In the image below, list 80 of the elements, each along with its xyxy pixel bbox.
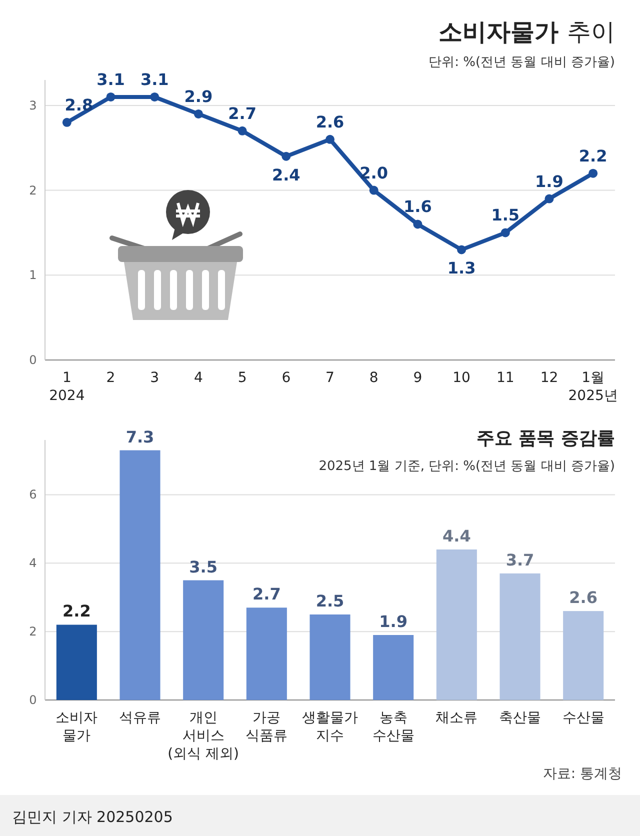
data-label: 2.5 bbox=[316, 591, 344, 610]
x-tick-label: 11 bbox=[496, 370, 514, 386]
x-tick-label: 5 bbox=[238, 370, 247, 386]
bar bbox=[436, 549, 477, 700]
data-label: 1.9 bbox=[379, 612, 408, 631]
data-label: 2.2 bbox=[62, 602, 91, 621]
data-label: 3.1 bbox=[140, 70, 169, 89]
data-label: 2.8 bbox=[64, 95, 94, 114]
y-tick-label: 3 bbox=[29, 98, 37, 112]
x-tick-label: 12 bbox=[540, 370, 558, 386]
x-tick-label: 1월 2025년 bbox=[568, 370, 618, 404]
chart-subtitle: 단위: %(전년 동월 대비 증가율) bbox=[428, 55, 615, 70]
x-tick-label: 6 bbox=[282, 370, 291, 386]
data-label: 7.3 bbox=[126, 427, 154, 446]
data-label: 2.4 bbox=[272, 165, 300, 184]
data-label: 1.6 bbox=[404, 197, 432, 216]
point bbox=[150, 92, 160, 102]
text: 자료: 통계청 bbox=[542, 766, 622, 782]
x-tick-label: 소비자 물가 bbox=[56, 710, 98, 744]
y-tick-label: 2 bbox=[29, 183, 37, 198]
y-tick-label: 1 bbox=[29, 268, 37, 282]
point bbox=[238, 126, 247, 136]
point bbox=[500, 228, 510, 238]
data-label: 2.9 bbox=[184, 86, 213, 106]
x-tick-label: 채소류 bbox=[436, 710, 478, 726]
point bbox=[326, 134, 334, 144]
x-tick-label: 1 2024 bbox=[49, 370, 85, 404]
bar bbox=[56, 624, 97, 700]
data-label: 2.6 bbox=[569, 588, 598, 608]
x-tick-label: 개인 서비스 (외식 제외) bbox=[168, 710, 240, 762]
data-label: 3.7 bbox=[506, 550, 534, 570]
point bbox=[62, 118, 72, 127]
x-tick-label: 10 bbox=[452, 370, 470, 386]
y-tick-label: 4 bbox=[29, 556, 37, 570]
data-label: 4.4 bbox=[442, 526, 471, 546]
x-tick-label: 수산물 bbox=[562, 710, 604, 726]
point bbox=[106, 92, 116, 102]
data-label: 2.2 bbox=[578, 146, 608, 166]
point bbox=[413, 220, 422, 229]
x-tick-label: 4 bbox=[194, 370, 203, 386]
point bbox=[544, 194, 554, 204]
data-label: 2.7 bbox=[252, 584, 281, 604]
y-tick-label: 6 bbox=[29, 488, 37, 502]
point bbox=[282, 152, 291, 161]
data-label: 1.3 bbox=[447, 258, 476, 278]
x-tick-label: 2 bbox=[106, 370, 116, 386]
bar bbox=[246, 608, 287, 700]
bar bbox=[500, 573, 540, 700]
text: 김민지 기자 20250205 bbox=[12, 808, 173, 826]
bar bbox=[310, 614, 350, 700]
x-tick-label: 생활물가 지수 bbox=[302, 710, 358, 744]
x-tick-label: 7 bbox=[326, 370, 334, 386]
x-tick-label: 9 bbox=[413, 370, 422, 386]
point bbox=[369, 186, 378, 195]
x-tick-label: 농축 수산물 bbox=[372, 710, 414, 744]
x-tick-label: 가공 식품류 bbox=[246, 710, 288, 744]
bar bbox=[183, 580, 224, 700]
y-tick-label: 0 bbox=[29, 693, 37, 707]
data-label: 3.5 bbox=[189, 557, 218, 576]
bar bbox=[373, 635, 414, 700]
y-tick-label: 2 bbox=[29, 624, 37, 639]
bar bbox=[563, 611, 604, 700]
text: 2025년 1월 기준, 단위: %(전년 동월 대비 증가율) bbox=[318, 459, 615, 474]
data-label: 2.0 bbox=[360, 163, 388, 182]
point bbox=[588, 168, 598, 178]
x-tick-label: 8 bbox=[369, 370, 378, 386]
y-tick-label: 0 bbox=[29, 353, 37, 367]
x-tick-label: 석유류 bbox=[119, 710, 161, 726]
data-label: 1.9 bbox=[535, 172, 564, 191]
data-label: 2.6 bbox=[316, 112, 344, 132]
data-label: 2.7 bbox=[228, 104, 256, 123]
x-tick-label: 축산물 bbox=[499, 710, 541, 726]
x-tick-label: 3 bbox=[150, 370, 160, 386]
chart-title: 소비자물가 추이 bbox=[438, 18, 615, 46]
point bbox=[457, 245, 466, 254]
bar bbox=[120, 450, 160, 700]
point bbox=[194, 109, 203, 118]
data-label: 3.1 bbox=[96, 70, 125, 89]
chart-title: 주요 품목 증감률 bbox=[476, 428, 615, 449]
data-label: 1.5 bbox=[491, 206, 520, 225]
